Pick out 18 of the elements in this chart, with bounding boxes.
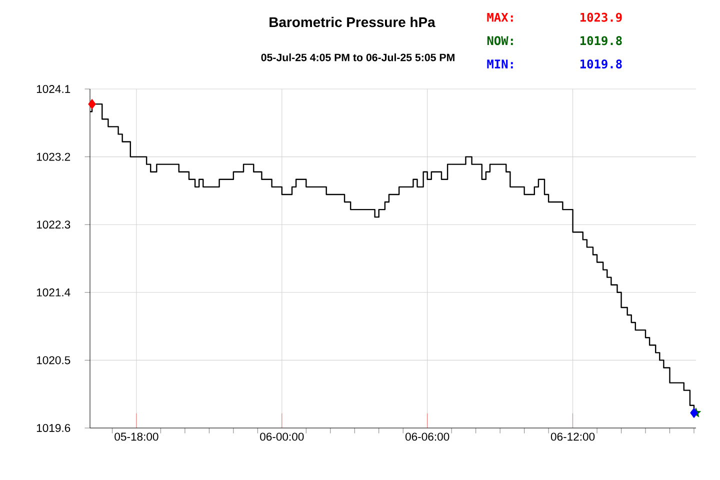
- text: NOW:: [487, 36, 513, 46]
- x-tick-label: 05-18:00: [114, 432, 158, 441]
- y-tick-label: 1020.5: [36, 356, 70, 364]
- text: MAX:: [487, 12, 513, 22]
- chart-subtitle: 05-Jul-25 4:05 PM to 06-Jul-25 5:05 PM: [261, 53, 454, 62]
- chart-title: Barometric Pressure hPa: [270, 16, 436, 28]
- text: MIN:: [487, 60, 513, 68]
- x-tick-label: 06-06:00: [405, 432, 450, 441]
- x-tick-label: 06-12:00: [550, 432, 595, 441]
- text: 1023.9: [580, 12, 622, 22]
- x-tick-label: 06-00:00: [260, 432, 304, 441]
- text: 1019.8: [580, 36, 622, 46]
- y-tick-label: 1023.2: [36, 152, 70, 161]
- text: 1019.8: [580, 59, 622, 69]
- y-tick-label: 1021.4: [36, 288, 70, 296]
- y-tick-label: 1022.3: [36, 220, 70, 229]
- y-tick-label: 1019.6: [36, 424, 70, 432]
- y-tick-label: 1024.1: [36, 85, 70, 93]
